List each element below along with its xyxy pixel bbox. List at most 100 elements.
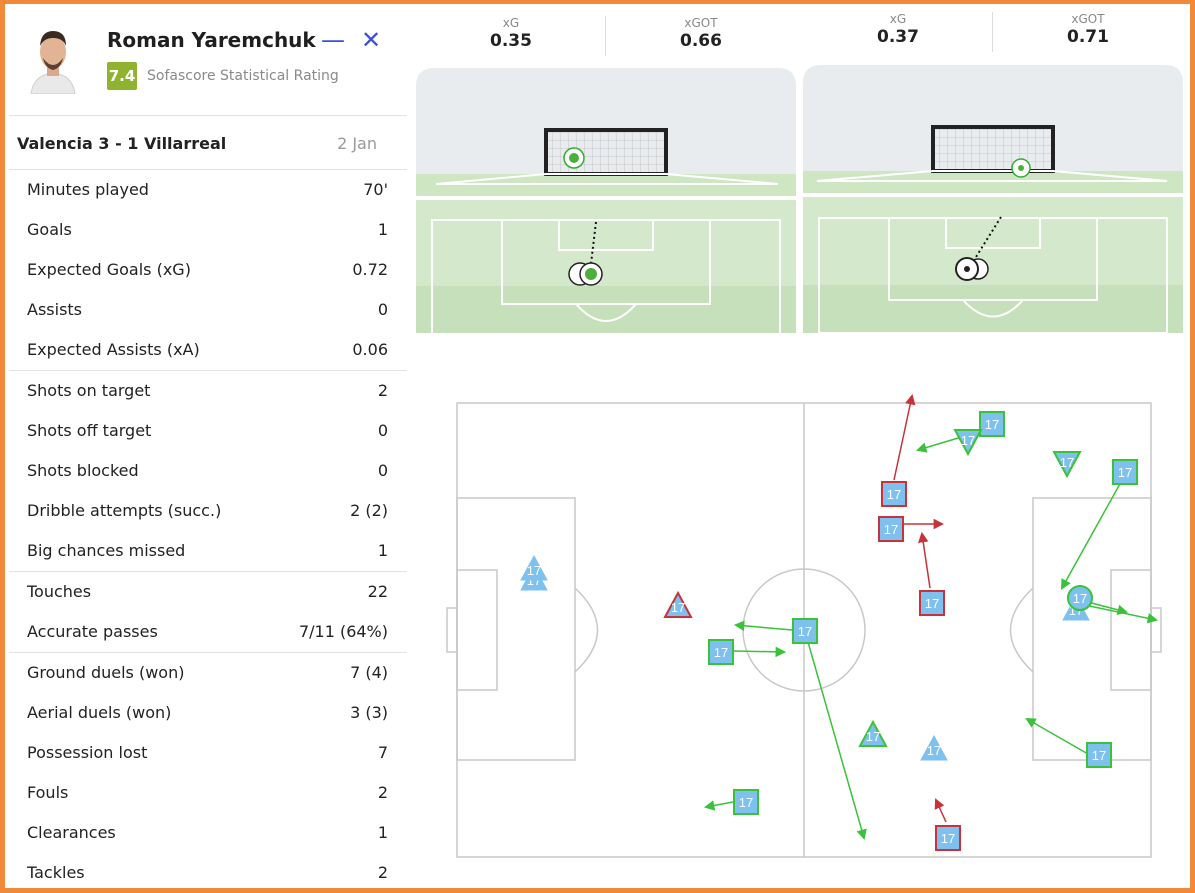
stat-row: Assists 0 [9, 290, 407, 330]
stat-group: Shots on target 2 Shots off target 0 Shots b… [9, 371, 407, 572]
stat-row: Goals 1 [9, 210, 407, 250]
stat-label: Expected Assists (xA) [27, 340, 200, 359]
rating-label: Sofascore Statistical Rating [147, 68, 339, 84]
stat-row: Expected Assists (xA) 0.06 [9, 330, 407, 370]
stat-value: 2 [377, 863, 388, 882]
shot-card-sky [803, 65, 1183, 171]
match-title: Valencia 3 - 1 Villarreal [17, 134, 227, 153]
match-row[interactable]: Valencia 3 - 1 Villarreal 2 Jan [9, 116, 407, 170]
action-marker[interactable]: 17 [858, 719, 888, 747]
stat-label: Big chances missed [27, 541, 186, 560]
action-marker[interactable]: 17 [953, 429, 983, 457]
stat-group: Touches 22 Accurate passes 7/11 (64%) [9, 572, 407, 653]
stat-value: 22 [367, 582, 388, 601]
action-marker[interactable]: 17 [979, 411, 1005, 437]
stat-row: Tackles 2 [9, 853, 407, 893]
action-marker[interactable]: 17 [920, 734, 948, 761]
stat-label: Goals [27, 220, 72, 239]
marker-label: 17 [887, 487, 901, 502]
ball-icon [1011, 158, 1031, 178]
shot-card-1[interactable] [416, 68, 796, 333]
stat-row: Touches 22 [9, 572, 407, 612]
marker-label: 17 [1092, 748, 1106, 763]
action-marker[interactable]: 17 [935, 825, 961, 851]
action-marker[interactable]: 17 [1067, 585, 1093, 611]
stat-value: 2 (2) [350, 501, 388, 520]
stat-row: Possession lost 7 [9, 733, 407, 773]
stat-label: Expected Goals (xG) [27, 260, 191, 279]
marker-label: 17 [1073, 591, 1087, 606]
stat-value: 0 [377, 421, 388, 440]
marker-label: 17 [527, 563, 541, 578]
stat-label: Shots off target [27, 421, 152, 440]
pitch-stripe [416, 286, 796, 333]
action-marker[interactable]: 17 [878, 516, 904, 542]
stat-group: Minutes played 70' Goals 1 Expected Goals (x… [9, 170, 407, 371]
stat-row: Aerial duels (won) 3 (3) [9, 693, 407, 733]
stat-value: 7 (4) [350, 663, 388, 682]
stat-value: 7 [377, 743, 388, 762]
action-marker[interactable]: 17 [708, 639, 734, 665]
stat-label: Clearances [27, 823, 116, 842]
shot1-xg: xG 0.35 [451, 16, 571, 51]
goal-frame [544, 128, 668, 176]
stat-label: Possession lost [27, 743, 148, 762]
marker-label: 17 [925, 596, 939, 611]
stat-label: Shots blocked [27, 461, 139, 480]
action-marker[interactable]: 17 [1086, 742, 1112, 768]
marker-label: 17 [985, 417, 999, 432]
shot1-xgot-value: 0.66 [680, 31, 722, 51]
action-markers: 17171717171717171717171717171717171717 [520, 411, 1138, 851]
action-marker[interactable]: 17 [792, 618, 818, 644]
shot2-xgot: xGOT 0.71 [1028, 12, 1148, 47]
stat-value: 1 [377, 220, 388, 239]
marker-label: 17 [866, 729, 880, 744]
penalty-arc [575, 303, 637, 322]
stat-value: 0.06 [352, 340, 388, 359]
stat-row: Shots off target 0 [9, 411, 407, 451]
action-marker[interactable]: 17 [1052, 451, 1082, 479]
pitch-stripe [803, 285, 1183, 333]
player-name: Roman Yaremchuk [107, 28, 316, 52]
pitch-outline [446, 402, 1162, 858]
action-marker[interactable]: 17 [1112, 459, 1138, 485]
marker-label: 17 [1118, 465, 1132, 480]
minimize-button[interactable]: — [321, 26, 345, 54]
action-arrows [703, 393, 1159, 841]
marker-label: 17 [884, 522, 898, 537]
shot-card-sky [416, 68, 796, 174]
player-header: Roman Yaremchuk 7.4 Sofascore Statistica… [9, 8, 407, 116]
goal-frame [931, 125, 1055, 173]
six-yard-box [945, 217, 1041, 249]
stat-label: Shots on target [27, 381, 151, 400]
match-date: 2 Jan [337, 134, 377, 153]
shot-card-2[interactable] [803, 65, 1183, 333]
marker-label: 17 [927, 743, 941, 758]
close-button[interactable]: ✕ [361, 26, 382, 54]
stat-value: 0.72 [352, 260, 388, 279]
stat-value: 0 [377, 461, 388, 480]
action-marker[interactable]: 17 [520, 554, 548, 581]
rating-badge: 7.4 [107, 62, 137, 90]
action-marker[interactable]: 17 [663, 590, 693, 618]
action-map[interactable]: 17171717171717171717171717171717171717 [440, 388, 1170, 868]
stat-value: 1 [377, 823, 388, 842]
stat-label: Accurate passes [27, 622, 158, 641]
marker-label: 17 [1060, 455, 1074, 470]
stat-row: Expected Goals (xG) 0.72 [9, 250, 407, 290]
action-marker[interactable]: 17 [881, 481, 907, 507]
action-marker[interactable]: 17 [919, 590, 945, 616]
marker-label: 17 [798, 624, 812, 639]
stat-row: Clearances 1 [9, 813, 407, 853]
action-marker[interactable]: 17 [733, 789, 759, 815]
stat-label: Tackles [27, 863, 85, 882]
penalty-arc [962, 299, 1024, 318]
stat-label: Fouls [27, 783, 69, 802]
stat-row: Dribble attempts (succ.) 2 (2) [9, 491, 407, 531]
stat-value: 0 [377, 300, 388, 319]
marker-label: 17 [671, 600, 685, 615]
stat-row: Minutes played 70' [9, 170, 407, 210]
stat-label: Aerial duels (won) [27, 703, 172, 722]
stat-row: Ground duels (won) 7 (4) [9, 653, 407, 693]
goal-line [435, 173, 779, 185]
